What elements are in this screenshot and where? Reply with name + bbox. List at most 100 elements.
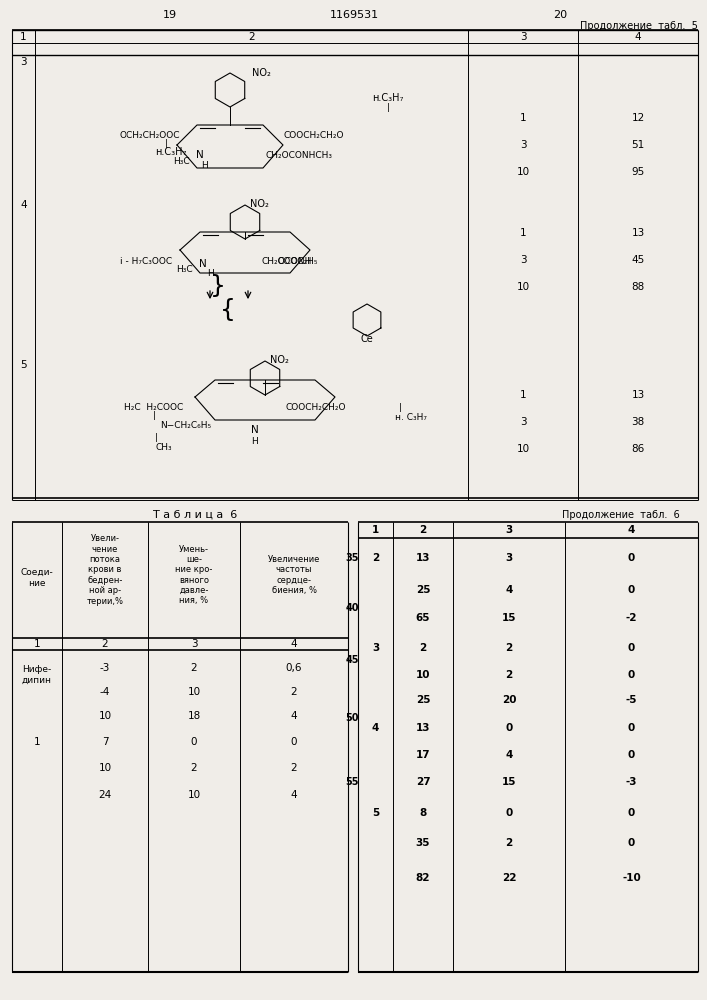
Text: 24: 24 [98,790,112,800]
Text: 0,6: 0,6 [286,663,303,673]
Text: 13: 13 [631,228,645,238]
Text: 3: 3 [520,32,526,42]
Text: 0: 0 [628,643,635,653]
Text: |: | [155,434,158,442]
Text: 1: 1 [21,32,27,42]
Text: 25: 25 [416,585,431,595]
Text: {: { [220,298,236,322]
Text: 10: 10 [516,167,530,177]
Text: 3: 3 [506,553,513,563]
Text: H₂C  H₂COOC: H₂C H₂COOC [124,403,183,412]
Text: 0: 0 [628,750,635,760]
Text: 4: 4 [291,790,298,800]
Text: 10: 10 [516,444,530,454]
Text: 38: 38 [631,417,645,427]
Text: Умень-
ше-
ние кро-
вяного
давле-
ния, %: Умень- ше- ние кро- вяного давле- ния, % [175,544,213,605]
Text: 4: 4 [635,32,641,42]
Text: Нифе-
дипин: Нифе- дипин [22,665,52,685]
Text: 0: 0 [291,737,297,747]
Text: н.С₃Н₇: н.С₃Н₇ [373,93,404,103]
Text: Увеличение
частоты
сердце-
биения, %: Увеличение частоты сердце- биения, % [268,555,320,595]
Text: 50: 50 [345,713,358,723]
Text: -3: -3 [626,777,637,787]
Text: 2: 2 [102,639,108,649]
Text: 1: 1 [372,525,379,535]
Text: |: | [165,138,168,147]
Text: 18: 18 [187,711,201,721]
Text: 5: 5 [21,360,27,370]
Text: 2: 2 [248,32,255,42]
Text: Соеди-
ние: Соеди- ние [21,568,53,588]
Text: 4: 4 [291,639,298,649]
Text: -4: -4 [100,687,110,697]
Text: 88: 88 [631,282,645,292]
Text: 1: 1 [520,390,526,400]
Text: 45: 45 [631,255,645,265]
Text: 10: 10 [187,790,201,800]
Text: 22: 22 [502,873,516,883]
Text: 0: 0 [628,553,635,563]
Text: 65: 65 [416,613,431,623]
Text: н.С₃Н₇: н.С₃Н₇ [155,147,187,157]
Text: 2: 2 [419,525,426,535]
Text: 86: 86 [631,444,645,454]
Text: 10: 10 [98,763,112,773]
Text: Сe: Сe [361,334,373,344]
Text: 4: 4 [506,585,513,595]
Text: 40: 40 [345,603,358,613]
Text: -10: -10 [622,873,641,883]
Text: 17: 17 [416,750,431,760]
Text: 1: 1 [520,228,526,238]
Text: 45: 45 [345,655,358,665]
Text: 4: 4 [506,750,513,760]
Text: 95: 95 [631,167,645,177]
Text: 0: 0 [506,723,513,733]
Text: 27: 27 [416,777,431,787]
Text: 8: 8 [419,808,426,818]
Text: 3: 3 [520,255,526,265]
Text: 2: 2 [191,663,197,673]
Text: 15: 15 [502,777,516,787]
Text: 10: 10 [98,711,112,721]
Text: н. С₃Н₇: н. С₃Н₇ [395,414,427,422]
Text: CH₃: CH₃ [156,444,173,452]
Text: 3: 3 [372,643,379,653]
Text: N−CH₂C₆H₅: N−CH₂C₆H₅ [160,420,211,430]
Text: 82: 82 [416,873,431,883]
Text: Увели-
чение
потока
крови в
бедрен-
ной ар-
терии,%: Увели- чение потока крови в бедрен- ной … [86,534,124,606]
Text: COOCH₂CH₂O: COOCH₂CH₂O [286,403,346,412]
Text: Т а б л и ц а  6: Т а б л и ц а 6 [153,510,237,520]
Text: H: H [252,438,258,446]
Text: 0: 0 [191,737,197,747]
Text: 4: 4 [628,525,635,535]
Text: COOC₂H₅: COOC₂H₅ [278,257,318,266]
Text: 2: 2 [191,763,197,773]
Text: 0: 0 [628,838,635,848]
Text: 3: 3 [191,639,197,649]
Text: 5: 5 [372,808,379,818]
Text: N: N [251,425,259,435]
Text: -5: -5 [626,695,637,705]
Text: 4: 4 [291,711,298,721]
Text: 3: 3 [520,140,526,150]
Text: 12: 12 [631,113,645,123]
Text: 4: 4 [21,200,27,210]
Text: H₃C: H₃C [176,265,193,274]
Text: 1169531: 1169531 [329,10,378,20]
Text: 1: 1 [520,113,526,123]
Text: H₃C: H₃C [173,156,190,165]
Text: 15: 15 [502,613,516,623]
Text: 4: 4 [372,723,379,733]
Text: NO₂: NO₂ [270,355,289,365]
Text: N: N [199,259,207,269]
Text: }: } [210,274,226,298]
Text: i - H₇C₃OOC: i - H₇C₃OOC [120,257,172,266]
Text: H: H [206,269,214,278]
Text: |: | [399,403,402,412]
Text: OCH₂CH₂OOC: OCH₂CH₂OOC [119,130,180,139]
Text: 20: 20 [502,695,516,705]
Text: |: | [387,103,390,111]
Text: NO₂: NO₂ [252,68,271,78]
Text: 3: 3 [520,417,526,427]
Text: 13: 13 [631,390,645,400]
